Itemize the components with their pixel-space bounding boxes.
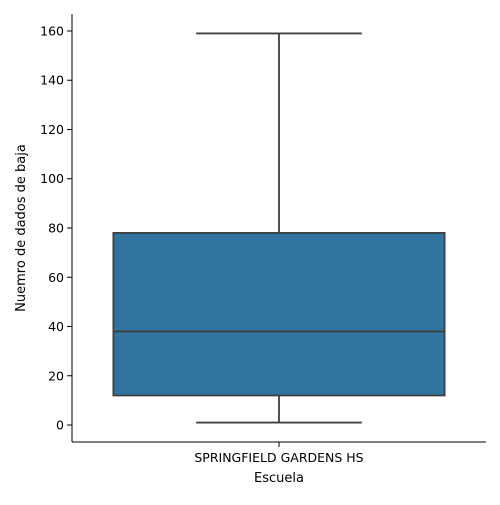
- y-tick-label: 100: [40, 171, 64, 186]
- y-ticks: 0 20 40 60 80 100 120 140 160: [40, 23, 72, 433]
- iqr-box: [112, 232, 446, 397]
- y-tick-label: 120: [40, 122, 64, 137]
- y-tick-label: 140: [40, 73, 64, 88]
- y-tick-label: 20: [48, 368, 64, 383]
- x-tick-label: SPRINGFIELD GARDENS HS: [194, 450, 363, 465]
- box-group: [112, 32, 446, 424]
- y-tick-label: 40: [48, 319, 64, 334]
- y-tick-label: 0: [56, 418, 64, 433]
- plot-area: [112, 32, 446, 424]
- y-tick-label: 60: [48, 270, 64, 285]
- y-tick-label: 80: [48, 221, 64, 236]
- x-axis-label: Escuela: [254, 471, 304, 486]
- y-tick-label: 160: [40, 23, 64, 38]
- y-axis-label: Nuemro de dados de baja: [14, 144, 29, 312]
- x-ticks: SPRINGFIELD GARDENS HS: [194, 442, 364, 465]
